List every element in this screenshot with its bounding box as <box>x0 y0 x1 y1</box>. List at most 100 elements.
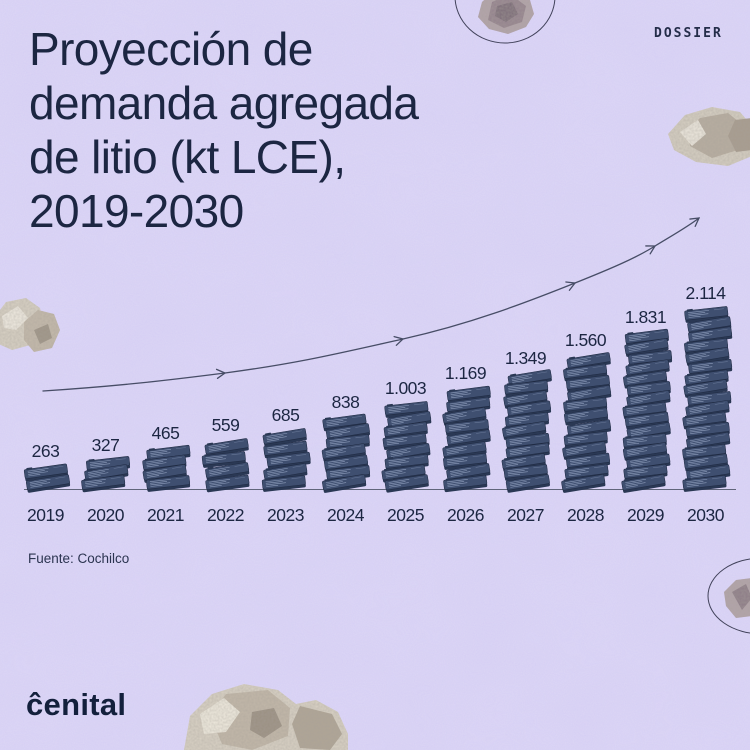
battery-icon <box>624 329 669 347</box>
battery-icon <box>382 432 427 450</box>
battery-icon <box>560 474 605 493</box>
title-line-1: Proyección de <box>29 23 313 75</box>
battery-icon <box>384 474 429 493</box>
value-label: 559 <box>211 415 240 435</box>
battery-icon <box>687 358 732 376</box>
battery-icon <box>566 385 611 405</box>
year-label: 2024 <box>327 505 364 525</box>
year-label: 2021 <box>147 505 184 525</box>
value-label: 465 <box>151 423 180 443</box>
battery-icon <box>505 443 550 462</box>
battery-icon <box>683 337 728 355</box>
year-label: 2022 <box>207 505 244 525</box>
value-label: 1.831 <box>624 307 667 327</box>
battery-icon <box>504 412 549 430</box>
title-line-2: demanda agregada <box>29 77 419 129</box>
value-label: 1.349 <box>504 348 547 368</box>
year-label: 2020 <box>87 505 124 525</box>
battery-icon <box>501 453 546 472</box>
battery-icon <box>624 412 669 430</box>
bar-2019 <box>23 463 70 493</box>
battery-icon <box>505 433 550 451</box>
battery-icon <box>622 370 667 389</box>
battery-icon <box>622 443 667 462</box>
value-label: 263 <box>31 441 60 461</box>
x-axis-line <box>24 489 736 490</box>
year-label: 2028 <box>567 505 604 525</box>
battery-icon <box>442 474 487 493</box>
battery-icon <box>441 407 487 427</box>
left-rock <box>0 298 60 352</box>
battery-icon <box>502 390 548 410</box>
battery-icon <box>80 474 126 493</box>
battery-icon <box>564 463 609 482</box>
battery-icon <box>563 430 608 448</box>
year-label: 2025 <box>387 505 424 525</box>
bottom-rock <box>184 684 348 750</box>
battery-icon <box>686 390 732 408</box>
battery-icon <box>23 463 68 482</box>
battery-icon <box>85 456 131 474</box>
battery-icon <box>262 440 308 458</box>
battery-icon <box>145 475 190 493</box>
battery-icon <box>683 368 729 388</box>
battery-icon <box>684 400 730 419</box>
battery-icon <box>507 369 552 389</box>
battery-icon <box>623 464 668 483</box>
battery-icon <box>25 474 70 494</box>
battery-icon <box>384 453 429 472</box>
year-label: 2029 <box>627 505 664 525</box>
year-label: 2027 <box>507 505 544 525</box>
battery-icon <box>503 381 549 398</box>
year-label: 2023 <box>267 505 304 525</box>
battery-icon <box>446 429 491 449</box>
battery-icon <box>383 421 428 440</box>
battery-icon <box>562 397 607 415</box>
source-note: Fuente: Cochilco <box>28 551 130 566</box>
bar-2022 <box>201 438 249 493</box>
battery-icon <box>503 464 548 482</box>
battery-icon <box>204 474 249 493</box>
year-label: 2026 <box>447 505 484 525</box>
dossier-label: DOSSIER <box>654 26 723 41</box>
battery-icon <box>625 360 670 379</box>
battery-icon <box>685 422 730 440</box>
battery-icon <box>262 427 307 447</box>
battery-icon <box>566 418 611 438</box>
value-label: 685 <box>271 405 300 425</box>
battery-icon <box>505 474 550 493</box>
battery-icon <box>681 475 727 492</box>
value-label: 1.003 <box>384 378 427 398</box>
battery-icon <box>684 347 730 367</box>
battery-icon <box>681 443 726 461</box>
battery-icon <box>501 421 547 442</box>
bar-2026 <box>441 385 491 493</box>
battery-icon <box>683 453 728 472</box>
battery-icon <box>686 315 731 334</box>
value-label: 327 <box>91 435 120 455</box>
bar-2028 <box>560 352 611 493</box>
bar-2025 <box>380 400 431 493</box>
battery-icon <box>445 463 490 482</box>
battery-icon <box>141 454 187 473</box>
battery-icon <box>325 464 370 482</box>
battery-icon <box>685 431 730 451</box>
page-title: Proyección de demanda agregada de litio … <box>29 22 419 238</box>
bottom-right-circled-rock <box>707 558 750 634</box>
battery-icon <box>626 422 671 441</box>
battery-icon <box>321 443 366 463</box>
title-line-3: de litio (kt LCE), <box>29 131 346 183</box>
battery-icon <box>325 434 370 452</box>
title-line-4: 2019-2030 <box>29 185 244 237</box>
battery-icon <box>445 397 490 415</box>
battery-icon <box>682 378 728 398</box>
battery-icon <box>266 451 311 469</box>
battery-icon <box>624 338 669 359</box>
value-label: 1.169 <box>444 363 487 383</box>
bar-2020 <box>80 456 131 493</box>
battery-icon <box>625 390 671 411</box>
battery-icon <box>442 441 487 460</box>
bar-2027 <box>501 369 552 493</box>
battery-icon <box>622 402 667 420</box>
